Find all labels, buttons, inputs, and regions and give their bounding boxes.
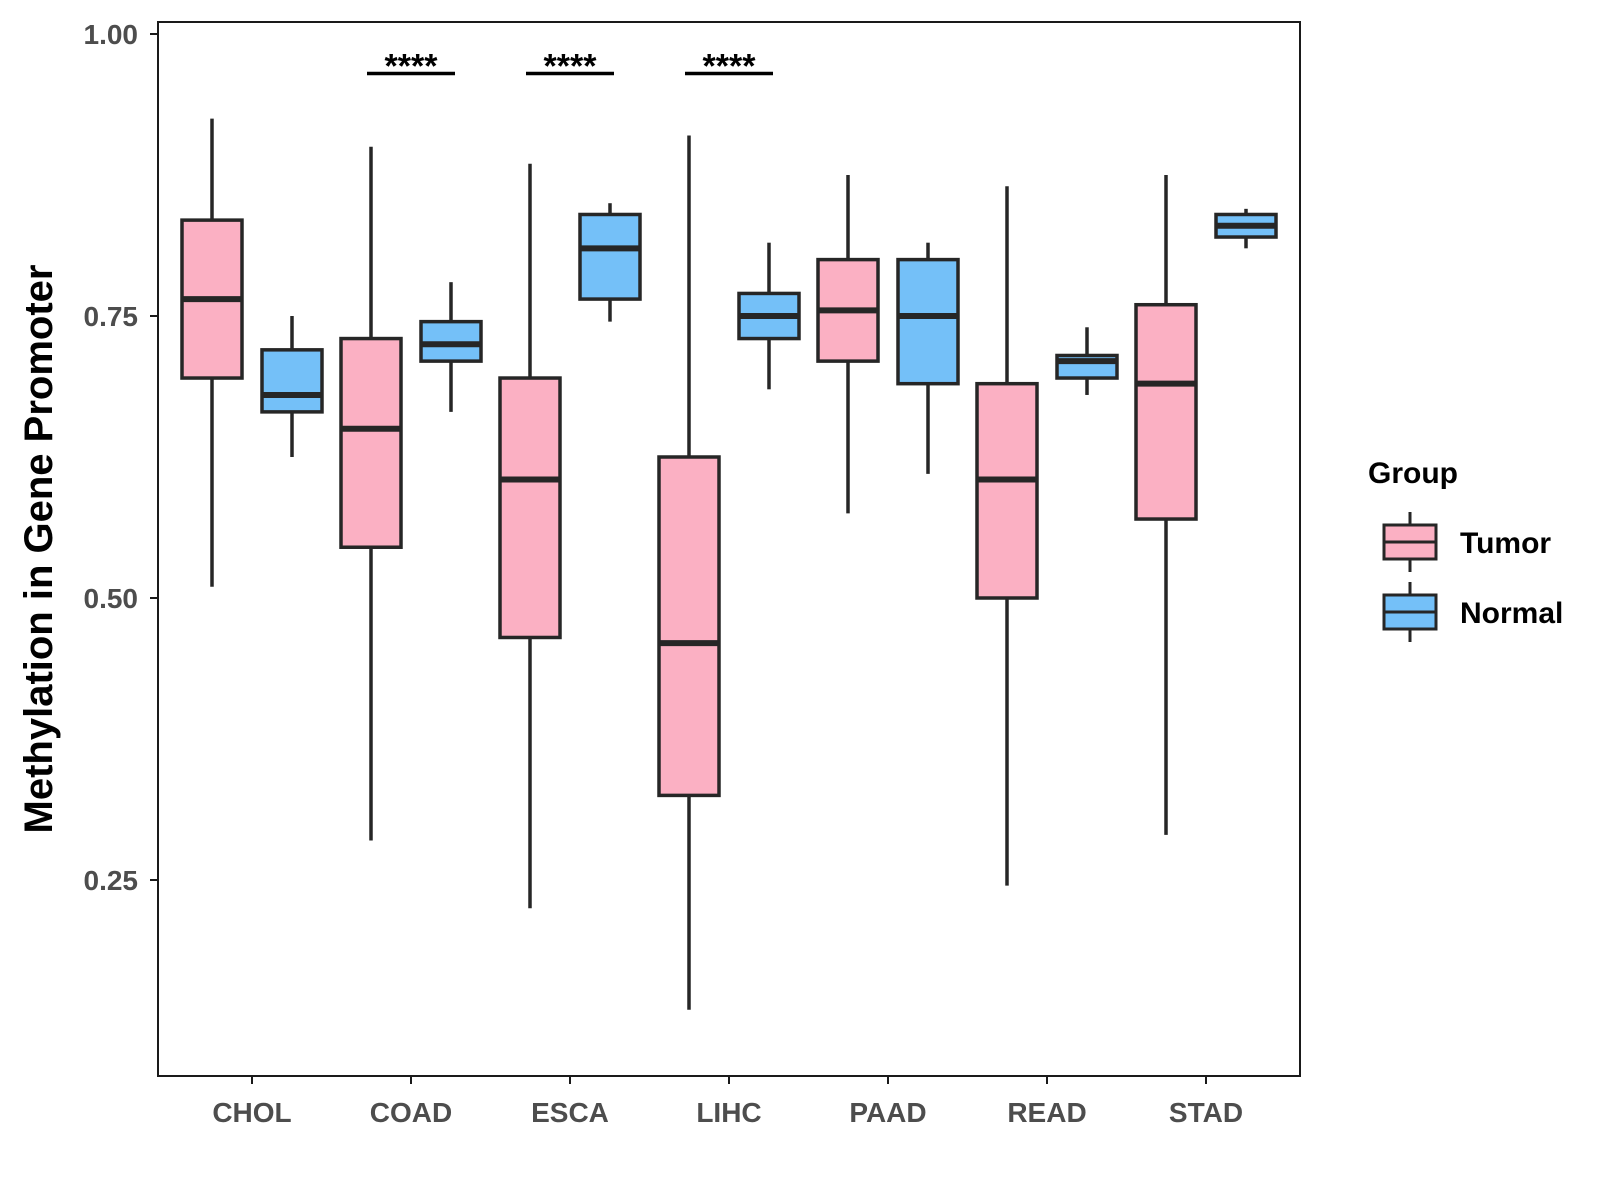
y-tick-label: 0.50 (84, 583, 139, 614)
legend-label: Tumor (1460, 527, 1551, 560)
iqr-box (578, 212, 642, 301)
significance-label-lihc: **** (703, 47, 757, 85)
box-normal-coad (419, 282, 483, 412)
x-tick-label-chol: CHOL (212, 1097, 291, 1128)
x-tick-label-coad: COAD (370, 1097, 452, 1128)
legend-entry-normal: Normal (1382, 582, 1563, 642)
box-normal-lihc (737, 242, 801, 390)
y-tick-label: 1.00 (84, 19, 139, 50)
iqr-box (339, 336, 403, 549)
boxes-layer (180, 118, 1278, 1010)
box-normal-esca (578, 203, 642, 322)
y-tick-label: 0.25 (84, 865, 139, 896)
x-tick-label-lihc: LIHC (696, 1097, 761, 1128)
iqr-box (260, 348, 324, 414)
x-axis: CHOL COAD ESCA LIHC PAAD READ STAD (212, 1076, 1243, 1128)
x-tick-label-paad: PAAD (849, 1097, 926, 1128)
box-tumor-coad (339, 146, 403, 841)
legend-entry-tumor: Tumor (1382, 512, 1551, 572)
legend: Group Tumor Normal (1368, 457, 1563, 642)
iqr-box (657, 455, 721, 798)
box-normal-stad (1214, 208, 1278, 249)
box-normal-read (1055, 327, 1119, 395)
iqr-box (1134, 302, 1198, 521)
box-tumor-chol (180, 118, 244, 587)
y-axis-title: Methylation in Gene Promoter (17, 265, 61, 834)
y-axis: 0.25 0.50 0.75 1.00 (84, 19, 158, 896)
box-normal-paad (896, 242, 960, 474)
x-tick-label-read: READ (1007, 1097, 1086, 1128)
box-tumor-esca (498, 163, 562, 909)
box-normal-chol (260, 316, 324, 457)
legend-label: Normal (1460, 597, 1563, 630)
box-tumor-lihc (657, 135, 721, 1010)
iqr-box (498, 376, 562, 640)
iqr-box (975, 381, 1039, 600)
x-tick-label-esca: ESCA (531, 1097, 609, 1128)
x-tick-label-stad: STAD (1169, 1097, 1243, 1128)
box-tumor-stad (1134, 175, 1198, 835)
significance-annotations: **** **** **** (367, 47, 773, 85)
box-tumor-read (975, 186, 1039, 886)
iqr-box (896, 257, 960, 386)
legend-title: Group (1368, 457, 1458, 490)
box-tumor-paad (816, 175, 880, 514)
plot-panel (157, 21, 1301, 1077)
significance-label-coad: **** (385, 47, 439, 85)
significance-label-esca: **** (544, 47, 598, 85)
y-tick-label: 0.75 (84, 301, 139, 332)
